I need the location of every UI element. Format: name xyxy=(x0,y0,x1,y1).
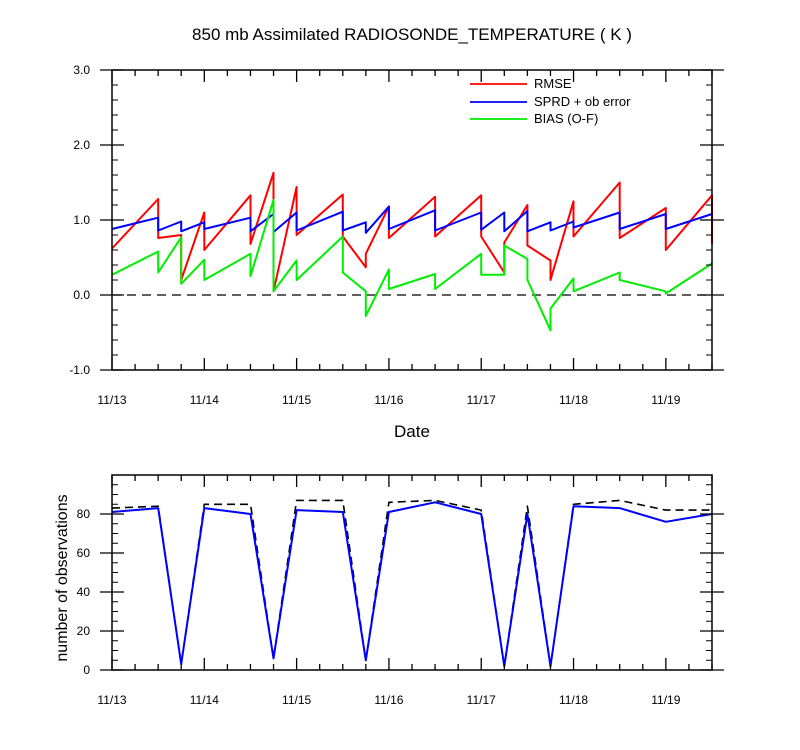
y-tick-label: 40 xyxy=(77,585,91,599)
series-rmse xyxy=(111,171,713,293)
y-tick-label: -1.0 xyxy=(69,363,90,377)
x-tick-label: 11/19 xyxy=(651,393,680,407)
legend-bias-label: BIAS (O-F) xyxy=(534,111,598,126)
bottom-ticks-group: 11/13 11/14 11/15 11/16 11/17 11/18 11/19 0 20 40… xyxy=(77,474,724,707)
x-tick-label: 11/13 xyxy=(97,393,126,407)
y-tick-label: 0 xyxy=(83,663,90,677)
top-plot-frame xyxy=(111,69,713,371)
x-tick-label: 11/19 xyxy=(651,693,680,707)
series-total-observations xyxy=(111,499,712,667)
y-tick-label: 3.0 xyxy=(73,63,90,77)
y-axis-label-observations: number of observations xyxy=(54,494,71,661)
series-bias-o-f xyxy=(111,198,713,332)
x-axis-label: Date xyxy=(394,422,430,441)
y-tick-label: 20 xyxy=(77,624,91,638)
x-tick-label: 11/13 xyxy=(97,693,126,707)
x-tick-label: 11/14 xyxy=(190,393,219,407)
chart-title: 850 mb Assimilated RADIOSONDE_TEMPERATUR… xyxy=(192,25,632,44)
legend-sprd-label: SPRD + ob error xyxy=(534,94,631,109)
legend-rmse-label: RMSE xyxy=(534,76,572,91)
bottom-plot-frame xyxy=(111,474,713,671)
x-tick-label: 11/15 xyxy=(282,393,311,407)
y-tick-label: 0.0 xyxy=(73,288,90,302)
x-tick-label: 11/18 xyxy=(559,393,588,407)
x-tick-label: 11/17 xyxy=(467,393,496,407)
x-tick-label: 11/16 xyxy=(374,393,403,407)
y-tick-label: 1.0 xyxy=(73,213,90,227)
x-tick-label: 11/17 xyxy=(467,693,496,707)
x-tick-label: 11/18 xyxy=(559,693,588,707)
bottom-panel: 11/13 11/14 11/15 11/16 11/17 11/18 11/19 0 20 40… xyxy=(54,474,724,707)
series-assimilated-observations xyxy=(111,501,713,668)
y-tick-label: 60 xyxy=(77,546,91,560)
y-tick-label: 80 xyxy=(77,507,91,521)
x-tick-label: 11/16 xyxy=(374,693,403,707)
series-sprd-ob-error xyxy=(111,205,713,234)
x-tick-label: 11/14 xyxy=(190,693,219,707)
top-series-group xyxy=(111,171,713,332)
top-panel: 850 mb Assimilated RADIOSONDE_TEMPERATUR… xyxy=(69,25,724,441)
x-tick-label: 11/15 xyxy=(282,693,311,707)
y-tick-label: 2.0 xyxy=(73,138,90,152)
legend: RMSE SPRD + ob error BIAS (O-F) xyxy=(470,76,631,126)
bottom-series-group xyxy=(111,499,713,668)
